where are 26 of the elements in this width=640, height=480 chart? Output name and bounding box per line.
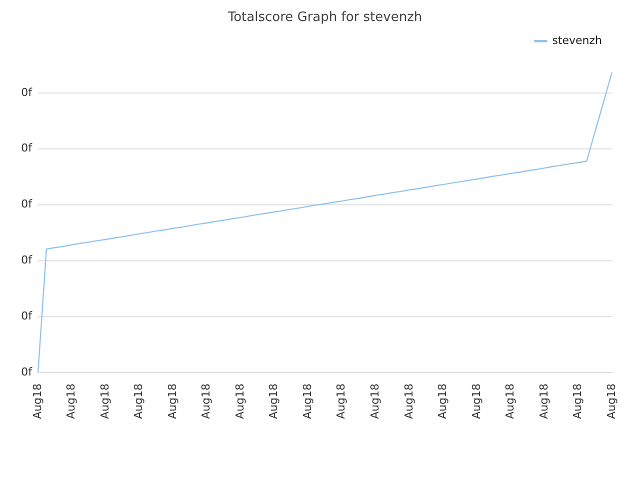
x-tick-label: Aug18: [233, 384, 246, 420]
x-tick-label: Aug18: [98, 384, 112, 420]
x-tick-label: Aug18: [368, 384, 382, 420]
x-tick-label: Aug18: [334, 384, 348, 420]
x-tick-label: Aug18: [132, 384, 146, 420]
x-tick-label: Aug18: [470, 384, 483, 420]
x-tick-label: Aug18: [166, 384, 179, 420]
x-tick-label: Aug18: [537, 384, 550, 420]
chart-title: Totalscore Graph for stevenzh: [226, 10, 422, 26]
x-tick-label: Aug18: [402, 384, 416, 420]
text: 0f: [21, 254, 34, 267]
legend-label: stevenzh: [552, 34, 602, 47]
x-tick-label: Aug18: [30, 384, 44, 420]
x-tick-label: Aug18: [604, 384, 618, 420]
text: 0f: [21, 309, 34, 322]
x-tick-label: Aug18: [504, 384, 517, 420]
text: 0f: [21, 365, 34, 378]
text: 0f: [21, 142, 34, 155]
text: 0f: [21, 198, 34, 211]
x-tick-label: Aug18: [200, 384, 213, 420]
x-tick-label: Aug18: [300, 384, 314, 420]
text: 0f: [21, 86, 34, 99]
x-tick-label: Aug18: [436, 384, 450, 420]
x-tick-label: Aug18: [571, 384, 584, 420]
x-tick-label: Aug18: [64, 384, 78, 420]
x-tick-label: Aug18: [267, 384, 280, 420]
